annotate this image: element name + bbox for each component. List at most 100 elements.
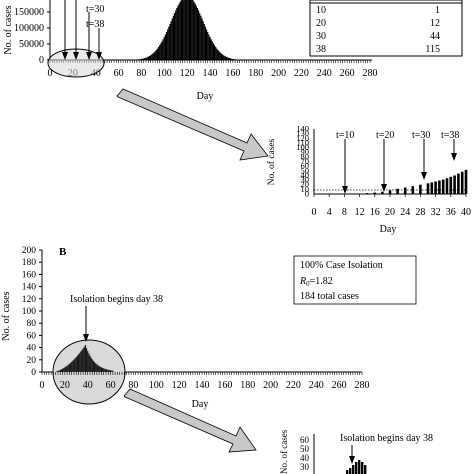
panel-a-bar	[144, 58, 146, 60]
panel-b-inset-bar	[361, 462, 364, 474]
panel-a-x-tick: 80	[136, 68, 146, 79]
panel-b-bar	[108, 370, 111, 372]
panel-a-bar	[147, 56, 149, 60]
panel-a-bar	[161, 41, 163, 60]
panel-a-bar	[233, 59, 235, 60]
panel-a-inset-bar	[460, 171, 464, 194]
panel-b-inset-y-tick: 60	[300, 435, 310, 445]
panel-a-bar	[207, 31, 209, 60]
panel-a-inset-bar	[403, 187, 407, 194]
panel-a-bar	[186, 0, 188, 60]
panel-a-inset-bar	[457, 173, 460, 194]
panel-a-bar	[177, 5, 179, 61]
panel-a-bar	[138, 59, 140, 60]
panel-b-bar	[72, 360, 74, 372]
panel-a-bar	[181, 0, 184, 61]
panel-a-inset-x-tick: 8	[342, 207, 347, 218]
panel-b-y-tick: 160	[22, 270, 37, 280]
panel-a-inset-bar	[365, 193, 369, 194]
panel-a-bar	[153, 52, 155, 60]
panel-b-inset-bar	[349, 468, 352, 474]
panel-a-bar	[216, 48, 218, 60]
panel-a-bar	[203, 23, 205, 61]
panel-b-x-tick: 80	[128, 380, 138, 391]
panel-a-bar	[221, 54, 224, 60]
panel-a-bar	[143, 58, 145, 60]
panel-a-inset-y-tick: 20	[301, 179, 310, 189]
panel-a-x-tick: 40	[91, 68, 101, 79]
panel-b-bar	[65, 366, 67, 372]
panel-b-inset-annotation: Isolation begins day 38	[340, 433, 433, 444]
panel-b-bar	[76, 355, 79, 372]
panel-b-y-tick: 120	[22, 295, 37, 305]
panel-a-inset-bar	[419, 184, 422, 194]
panel-b-bar	[57, 370, 59, 372]
panel-a-x-tick: 60	[114, 68, 124, 79]
panel-a-inset-y-tick: 140	[296, 124, 309, 134]
panel-a-inset-x-tick: 20	[385, 207, 395, 218]
table-day-30: 30	[316, 31, 326, 42]
panel-b-bar	[90, 357, 92, 372]
panel-a-bar	[232, 58, 234, 60]
panel-a-bar	[145, 57, 147, 60]
panel-b-y-tick: 180	[22, 258, 37, 268]
panel-b-bar	[109, 370, 112, 372]
panel-a-bar	[175, 10, 177, 60]
panel-b-x-tick: 240	[309, 380, 324, 391]
panel-a-inset-y-tick: 60	[301, 161, 310, 171]
panel-a-table: 10 1 20 12 30 44 38 115	[309, 0, 463, 57]
panel-b-inset-annotation-arrowhead	[349, 456, 355, 464]
panel-b-bar	[92, 360, 95, 372]
panel-a-inset-y-tick: 80	[301, 151, 310, 161]
panel-a-bar	[212, 43, 215, 60]
panel-a-x-tick: 100	[157, 68, 172, 79]
panel-a-bar	[156, 48, 159, 60]
panel-a-inset-y-tick: 130	[296, 128, 309, 138]
panel-b-bar	[63, 368, 65, 372]
panel-a-bar	[170, 21, 172, 60]
panel-b-bar	[85, 348, 88, 372]
panel-b-bar	[81, 349, 83, 372]
panel-a-inset-x-tick: 12	[355, 207, 365, 218]
panel-a-inset-bar	[430, 182, 434, 194]
panel-a-bar	[173, 12, 176, 60]
panel-a-bar	[149, 55, 152, 60]
panel-a-inset-y-tick: 30	[301, 175, 310, 185]
panel-b-x-tick: 160	[217, 380, 232, 391]
panel-a-bar	[169, 23, 171, 61]
panel-b-x-tick: 220	[286, 380, 301, 391]
panel-a-inset-y-tick: 90	[301, 147, 310, 157]
panel-b-bar	[56, 371, 58, 372]
panel-b-y-tick-labels: 0 20 40 60 80 100 120 140 160 180 200	[22, 246, 42, 378]
panel-a-inset-bar	[434, 181, 437, 194]
panel-a-annotation-t30: t=30	[86, 4, 104, 15]
panel-a-bar	[139, 59, 141, 60]
panel-a-x-tick: 280	[363, 68, 378, 79]
panel-a-inset-bar	[445, 178, 449, 194]
panel-b-inset-bar	[364, 465, 367, 474]
panel-a-bar	[189, 0, 192, 60]
panel-a-bar	[234, 59, 236, 60]
panel-a-bar	[220, 53, 223, 60]
panel-a-inset-bar	[388, 190, 392, 194]
panel-b-x-tick-labels: 0 20 40 60 80 100 120 140 160 180 200 220 240 260 280	[40, 372, 370, 391]
panel-b-bar	[107, 369, 109, 372]
panel-b-bar	[68, 363, 71, 372]
panel-a-annotation-arrows	[62, 0, 102, 60]
panel-a-inset-y-tick: 0	[305, 189, 309, 199]
panel-a-bar	[200, 15, 202, 60]
panel-b-bar	[64, 367, 66, 372]
panel-a-zoom-arrow	[116, 88, 269, 161]
panel-b-bar	[99, 366, 101, 372]
panel-a-bar	[157, 47, 160, 60]
panel-a-chart: No. of cases 0 50000 100000 150000 0 20 40 60 8…	[3, 0, 463, 102]
panel-b-bars	[56, 345, 114, 372]
panel-a-inset-x-tick: 36	[446, 207, 456, 218]
info-isolation: 100% Case Isolation	[300, 260, 383, 271]
panel-a-bar	[167, 29, 169, 60]
table-cases-10: 1	[435, 5, 440, 16]
panel-b-inset-bar	[355, 462, 358, 474]
